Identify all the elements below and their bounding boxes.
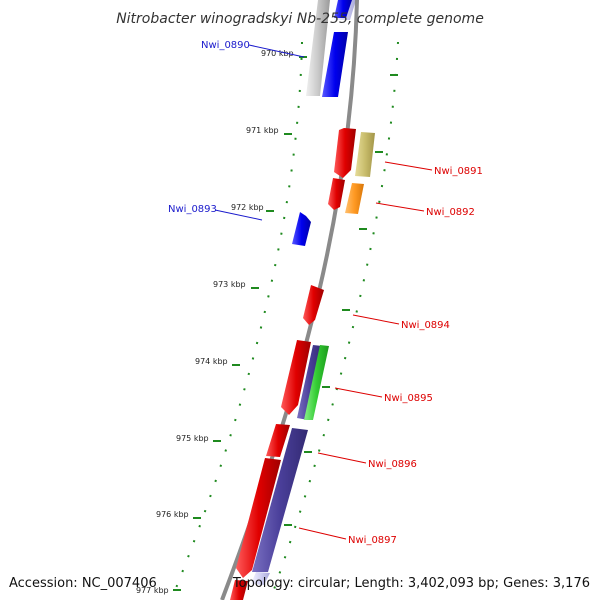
gene-shape-nwi-0894[interactable] bbox=[303, 285, 324, 325]
feature-grey-1 bbox=[306, 0, 330, 96]
gene-label-nwi-0896[interactable]: Nwi_0896 bbox=[368, 459, 417, 470]
gene-label-nwi-0895[interactable]: Nwi_0895 bbox=[384, 393, 433, 404]
tick-label-972: 972 kbp bbox=[231, 203, 264, 212]
leader-lines bbox=[214, 44, 433, 540]
tick-label-971: 971 kbp bbox=[246, 126, 279, 135]
accession-text: Accession: NC_007406 bbox=[9, 576, 157, 591]
gene-label-nwi-0894[interactable]: Nwi_0894 bbox=[401, 320, 450, 331]
outer-major-ticks bbox=[284, 74, 398, 526]
gene-shape-bottom bbox=[230, 580, 248, 600]
gene-shape-nwi-0896[interactable] bbox=[266, 424, 290, 457]
tick-label-974: 974 kbp bbox=[195, 357, 228, 366]
map-title: Nitrobacter winogradskyi Nb-255, complet… bbox=[116, 11, 484, 27]
gene-label-nwi-0890[interactable]: Nwi_0890 bbox=[201, 40, 250, 51]
gene-label-nwi-0892[interactable]: Nwi_0892 bbox=[426, 207, 475, 218]
feature-olive-0891 bbox=[355, 132, 375, 177]
gene-shape-nwi-0891[interactable] bbox=[334, 128, 356, 178]
tick-label-975: 975 kbp bbox=[176, 434, 209, 443]
gene-label-nwi-0891[interactable]: Nwi_0891 bbox=[434, 166, 483, 177]
feature-pale-bottom bbox=[251, 572, 270, 585]
gene-label-nwi-0897[interactable]: Nwi_0897 bbox=[348, 535, 397, 546]
gene-shape-nwi-0892[interactable] bbox=[328, 178, 345, 210]
feature-slate-0896 bbox=[252, 428, 308, 572]
gene-shape-nwi-0890-top bbox=[334, 0, 352, 18]
inner-major-ticks bbox=[173, 56, 307, 591]
gene-shape-nwi-0893[interactable] bbox=[292, 212, 311, 246]
feature-green-0895 bbox=[304, 345, 329, 420]
genome-summary-text: Topology: circular; Length: 3,402,093 bp… bbox=[232, 576, 590, 591]
tick-label-970: 970 kbp bbox=[261, 49, 294, 58]
feature-orange-0892 bbox=[345, 183, 364, 214]
gene-label-nwi-0893[interactable]: Nwi_0893 bbox=[168, 204, 217, 215]
tick-label-976: 976 kbp bbox=[156, 510, 189, 519]
inner-ruler bbox=[171, 41, 303, 599]
tick-label-973: 973 kbp bbox=[213, 280, 246, 289]
tick-label-977: 977 kbp bbox=[136, 586, 169, 595]
gene-shape-nwi-0895[interactable] bbox=[281, 340, 311, 415]
outer-ruler bbox=[270, 41, 399, 599]
gene-shape-nwi-0890[interactable] bbox=[322, 32, 348, 97]
feature-slate-0895 bbox=[297, 345, 322, 420]
gene-shape-nwi-0897[interactable] bbox=[236, 458, 281, 578]
